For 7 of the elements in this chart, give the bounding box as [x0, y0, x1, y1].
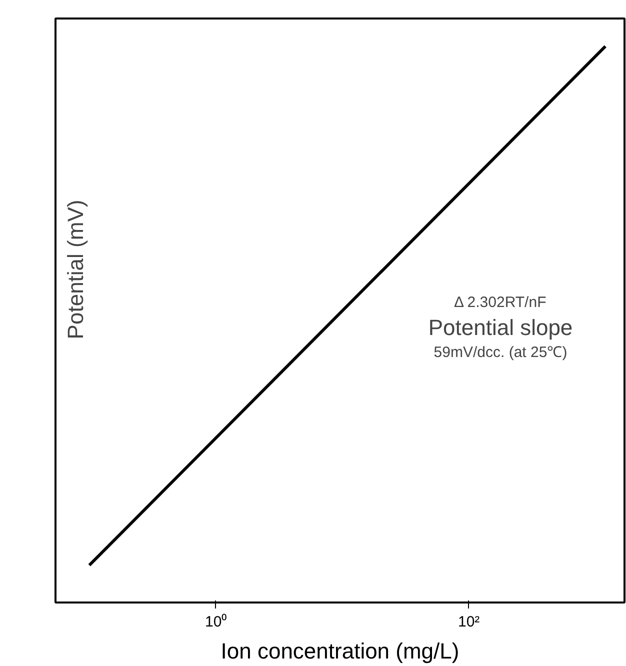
y-axis-title: Potential (mV) [63, 200, 88, 340]
annotation: 59mV/dcc. (at 25℃) [434, 344, 568, 361]
annotation: Δ 2.302RT/nF [454, 294, 546, 311]
annotation: Potential slope [428, 315, 573, 340]
x-tick-label: 10⁰ [205, 614, 227, 630]
x-axis-title: Ion concentration (mg/L) [220, 638, 460, 664]
x-tick-label: 10² [458, 614, 480, 630]
